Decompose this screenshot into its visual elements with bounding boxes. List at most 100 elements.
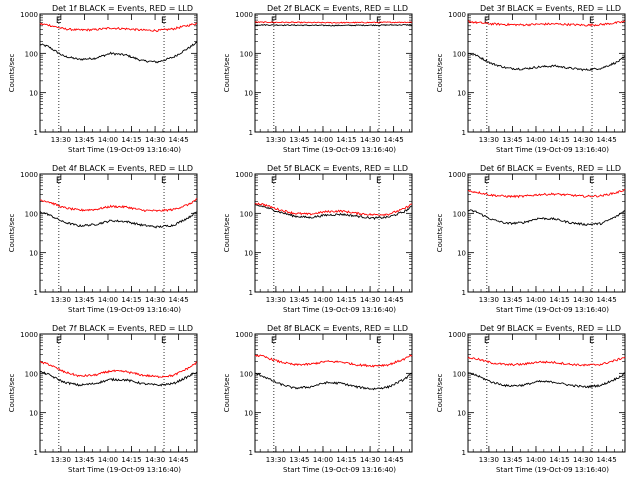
x-tick-label: 14:45 <box>597 296 617 304</box>
event-marker-label: E <box>161 16 167 26</box>
x-tick-label: 14:45 <box>597 136 617 144</box>
panel-title: Det 2f BLACK = Events, RED = LLD <box>267 4 408 13</box>
y-tick-label: 10 <box>29 250 38 258</box>
series-line-events <box>39 370 198 387</box>
panel-title: Det 9f BLACK = Events, RED = LLD <box>480 324 621 333</box>
series-line-lld <box>467 188 626 199</box>
series-line-lld <box>254 202 413 217</box>
plot-frame <box>254 333 413 453</box>
event-marker-label: E <box>56 176 62 186</box>
y-tick-label: 1000 <box>20 171 38 179</box>
x-tick-label: 14:30 <box>360 456 380 464</box>
chart-panel-2: Det 2f BLACK = Events, RED = LLD 1 10 100 10… <box>223 4 413 154</box>
plot-frame <box>467 173 626 293</box>
x-tick-label: 13:45 <box>502 296 522 304</box>
y-tick-label: 100 <box>453 370 466 378</box>
plot-frame <box>467 13 626 133</box>
plot-frame <box>467 333 626 453</box>
y-tick-label: 1 <box>249 129 253 137</box>
y-axis-label: Counts/sec <box>436 374 444 413</box>
x-tick-label: 13:30 <box>266 296 286 304</box>
x-tick-label: 13:30 <box>479 456 499 464</box>
y-tick-label: 10 <box>457 250 466 258</box>
x-tick-label: 13:45 <box>289 456 309 464</box>
event-marker-label: E <box>376 16 382 26</box>
event-marker-label: E <box>589 16 595 26</box>
y-axis-label: Counts/sec <box>436 214 444 253</box>
event-marker-label: E <box>484 176 490 186</box>
panel-title: Det 8f BLACK = Events, RED = LLD <box>267 324 408 333</box>
event-marker-label: E <box>376 336 382 346</box>
y-tick-label: 1 <box>34 449 38 457</box>
x-tick-label: 14:30 <box>145 456 165 464</box>
y-axis-label: Counts/sec <box>8 374 16 413</box>
x-tick-label: 14:30 <box>145 296 165 304</box>
x-tick-label: 13:30 <box>479 136 499 144</box>
x-tick-label: 14:30 <box>573 296 593 304</box>
x-tick-label: 14:00 <box>526 456 546 464</box>
x-tick-label: 14:45 <box>169 136 189 144</box>
y-tick-label: 10 <box>244 410 253 418</box>
x-tick-label: 14:00 <box>526 296 546 304</box>
x-tick-label: 14:00 <box>313 296 333 304</box>
y-axis-label: Counts/sec <box>436 54 444 93</box>
x-tick-label: 14:30 <box>573 456 593 464</box>
series-line-events <box>254 372 413 391</box>
x-tick-label: 14:00 <box>313 456 333 464</box>
y-tick-label: 1000 <box>448 171 466 179</box>
x-tick-label: 14:15 <box>336 296 356 304</box>
x-tick-label: 14:00 <box>98 456 118 464</box>
x-axis-label: Start Time (19-Oct-09 13:16:40) <box>283 306 396 314</box>
event-marker-label: E <box>376 176 382 186</box>
series-line-lld <box>467 20 626 27</box>
y-tick-label: 100 <box>453 50 466 58</box>
y-axis-label: Counts/sec <box>8 214 16 253</box>
y-tick-label: 1 <box>249 449 253 457</box>
plot-frame <box>254 13 413 133</box>
y-tick-label: 100 <box>240 50 253 58</box>
y-tick-label: 1 <box>462 129 466 137</box>
x-tick-label: 13:30 <box>266 136 286 144</box>
x-tick-label: 13:45 <box>74 136 94 144</box>
x-tick-label: 14:45 <box>384 456 404 464</box>
chart-panel-9: Det 9f BLACK = Events, RED = LLD 1 10 100 10… <box>436 324 626 474</box>
panel-title: Det 4f BLACK = Events, RED = LLD <box>52 164 193 173</box>
plot-frame <box>39 333 198 453</box>
x-tick-label: 13:45 <box>502 136 522 144</box>
x-tick-label: 14:15 <box>549 136 569 144</box>
x-axis-label: Start Time (19-Oct-09 13:16:40) <box>496 466 609 474</box>
x-tick-label: 13:45 <box>502 456 522 464</box>
x-axis-label: Start Time (19-Oct-09 13:16:40) <box>283 146 396 154</box>
panel-title: Det 7f BLACK = Events, RED = LLD <box>52 324 193 333</box>
panel-title: Det 1f BLACK = Events, RED = LLD <box>52 4 193 13</box>
y-tick-label: 1 <box>462 289 466 297</box>
y-tick-label: 100 <box>25 210 38 218</box>
plot-frame <box>254 173 413 293</box>
y-tick-label: 1000 <box>235 11 253 19</box>
series-line-lld <box>39 197 198 212</box>
series-line-lld <box>39 22 198 33</box>
event-marker-label: E <box>56 336 62 346</box>
x-axis-label: Start Time (19-Oct-09 13:16:40) <box>496 306 609 314</box>
y-tick-label: 1000 <box>448 331 466 339</box>
series-line-lld <box>254 21 413 24</box>
y-tick-label: 10 <box>29 410 38 418</box>
x-tick-label: 14:00 <box>313 136 333 144</box>
series-line-events <box>254 203 413 221</box>
y-tick-label: 1 <box>34 289 38 297</box>
plot-frame <box>39 13 198 133</box>
x-tick-label: 14:30 <box>145 136 165 144</box>
plot-frame <box>39 173 198 293</box>
x-axis-label: Start Time (19-Oct-09 13:16:40) <box>283 466 396 474</box>
chart-panel-7: Det 7f BLACK = Events, RED = LLD 1 10 100 10… <box>8 324 198 474</box>
y-tick-label: 1 <box>462 449 466 457</box>
x-tick-label: 14:45 <box>384 296 404 304</box>
series-line-events <box>39 210 198 229</box>
x-tick-label: 14:45 <box>169 296 189 304</box>
x-tick-label: 14:00 <box>526 136 546 144</box>
x-axis-label: Start Time (19-Oct-09 13:16:40) <box>496 146 609 154</box>
series-line-events <box>39 41 198 64</box>
event-marker-label: E <box>271 16 277 26</box>
x-tick-label: 13:30 <box>479 296 499 304</box>
